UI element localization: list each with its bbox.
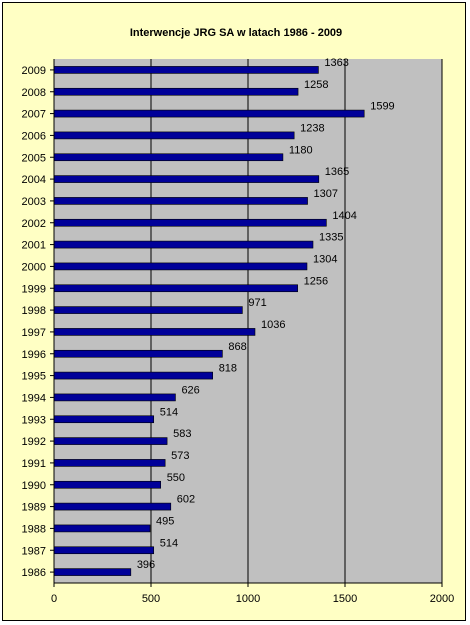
data-label: 1335 — [319, 232, 343, 244]
bar — [53, 568, 132, 576]
bar — [53, 66, 319, 74]
y-tick-label: 1988 — [22, 523, 46, 535]
bar — [53, 437, 168, 445]
data-label: 868 — [228, 341, 246, 353]
data-label: 550 — [167, 472, 185, 484]
data-label: 1404 — [332, 210, 356, 222]
y-tick-label: 2005 — [22, 152, 46, 164]
y-tick-label: 1992 — [22, 436, 46, 448]
bar-chart: Interwencje JRG SA w latach 1986 - 2009 … — [22, 27, 455, 605]
data-label: 514 — [160, 537, 178, 549]
y-tick-label: 1990 — [22, 480, 46, 492]
chart-frame: Interwencje JRG SA w latach 1986 - 2009 … — [2, 2, 466, 621]
data-label: 818 — [219, 363, 237, 375]
bar — [53, 524, 151, 533]
bar — [53, 306, 243, 314]
data-label: 396 — [137, 559, 155, 571]
data-label: 602 — [177, 494, 195, 506]
data-label: 1256 — [304, 275, 328, 287]
chart-title: Interwencje JRG SA w latach 1986 - 2009 — [130, 27, 342, 39]
bar — [53, 502, 172, 511]
y-tick-label: 1991 — [22, 458, 46, 470]
bar — [53, 87, 299, 96]
y-tick-label: 2006 — [22, 130, 46, 142]
bar — [53, 153, 284, 162]
x-tick-label: 1000 — [236, 593, 260, 605]
y-tick-label: 1998 — [22, 305, 46, 317]
x-tick-label: 1500 — [333, 593, 357, 605]
y-tick-label: 1999 — [22, 283, 46, 295]
bar — [53, 328, 256, 336]
data-label: 495 — [156, 515, 174, 527]
y-tick-label: 2001 — [22, 240, 46, 252]
data-label: 1599 — [370, 101, 394, 113]
y-tick-label: 1995 — [22, 371, 46, 383]
bar — [53, 240, 314, 249]
data-label: 1304 — [313, 253, 337, 265]
y-tick-label: 2008 — [22, 87, 46, 99]
y-tick-label: 1987 — [22, 545, 46, 557]
data-label: 583 — [173, 428, 191, 440]
bar — [53, 459, 166, 467]
category-axis-labels: 2009 2008 2007 2006 2005 2004 2003 2002 2001 2000… — [22, 65, 54, 579]
data-labels: 1363 1258 1599 1238 1180 1365 1307 1404 1335 1304… — [137, 57, 395, 571]
y-tick-label: 1996 — [22, 349, 46, 361]
y-tick-label: 2002 — [22, 218, 46, 230]
y-tick-label: 2007 — [22, 109, 46, 121]
y-tick-label: 2009 — [22, 65, 46, 77]
data-label: 1307 — [314, 188, 338, 200]
value-axis-labels: 0 500 1000 1500 2000 — [51, 583, 454, 605]
bar — [53, 371, 213, 380]
data-label: 1180 — [289, 144, 313, 156]
bar — [53, 546, 155, 555]
bar — [53, 349, 223, 358]
x-tick-label: 500 — [142, 593, 160, 605]
y-tick-label: 2000 — [22, 261, 46, 273]
y-tick-label: 1997 — [22, 327, 46, 339]
y-tick-label: 1986 — [22, 567, 46, 579]
y-tick-label: 2003 — [22, 196, 46, 208]
data-label: 1258 — [304, 79, 328, 91]
data-label: 514 — [160, 406, 178, 418]
bar — [53, 197, 308, 205]
data-label: 1036 — [261, 319, 285, 331]
bar — [53, 262, 308, 271]
x-tick-label: 0 — [51, 593, 57, 605]
data-label: 626 — [181, 384, 199, 396]
data-label: 1363 — [324, 57, 348, 69]
bar — [53, 175, 320, 183]
data-label: 573 — [171, 450, 189, 462]
x-tick-label: 2000 — [430, 593, 454, 605]
bar — [53, 415, 155, 424]
y-tick-label: 2004 — [22, 174, 46, 186]
y-tick-label: 1993 — [22, 414, 46, 426]
data-label: 1238 — [300, 122, 324, 134]
bar — [53, 480, 161, 489]
bar — [53, 131, 295, 140]
bar — [53, 393, 176, 402]
bar — [53, 218, 327, 227]
data-label: 971 — [248, 297, 266, 309]
data-label: 1365 — [325, 166, 349, 178]
gridlines — [150, 59, 443, 583]
bar — [53, 109, 365, 118]
bar — [53, 284, 298, 293]
y-tick-label: 1989 — [22, 502, 46, 514]
y-tick-label: 1994 — [22, 392, 46, 404]
